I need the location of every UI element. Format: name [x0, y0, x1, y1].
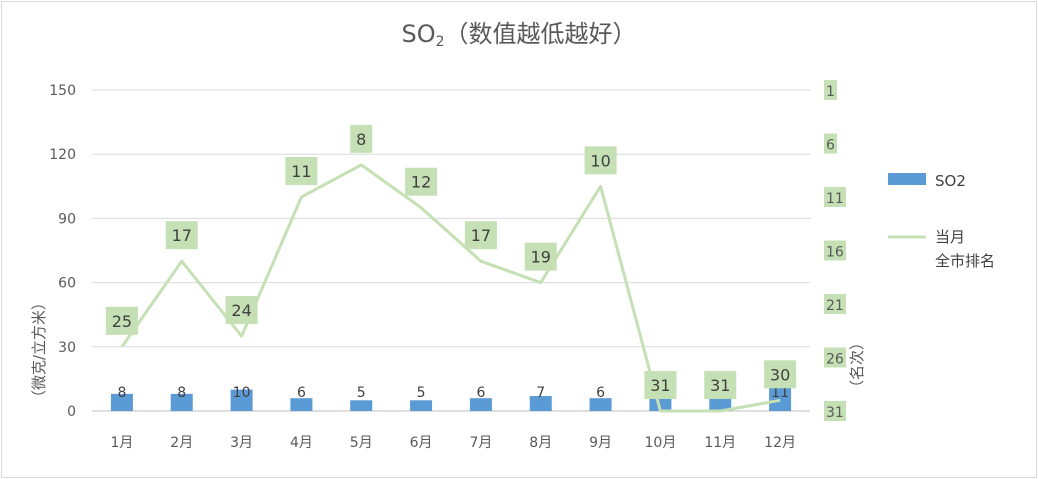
x-tick-label: 9月	[589, 435, 612, 451]
rank-label-box	[165, 221, 198, 250]
rank-data-label: 11	[291, 162, 311, 181]
bar-data-label: 11	[771, 385, 789, 401]
x-tick-label: 5月	[350, 435, 373, 451]
rank-data-label: 8	[356, 130, 366, 149]
rank-data-label: 12	[411, 173, 431, 192]
y2-tick-label: 21	[826, 298, 844, 314]
bar-data-label: 8	[177, 385, 186, 401]
y-tick-label: 60	[58, 276, 76, 292]
x-tick-label: 2月	[170, 435, 193, 451]
legend-label-so2: SO2	[935, 172, 966, 190]
rank-data-label: 31	[710, 376, 730, 395]
bar	[469, 398, 492, 411]
legend-swatch-bar	[888, 173, 926, 185]
y2-tick-label: 6	[826, 138, 835, 154]
y2-tick-box	[824, 240, 846, 261]
bar	[529, 396, 552, 411]
rank-label-box	[524, 242, 557, 271]
bar-data-label: 7	[536, 385, 545, 401]
y2-tick-label: 11	[826, 191, 844, 207]
legend-label-rank-line2: 全市排名	[935, 252, 995, 270]
bar-data-label: 5	[417, 385, 426, 401]
y2-tick-box	[824, 187, 846, 207]
rank-data-label: 31	[650, 376, 670, 395]
rank-data-label: 17	[471, 226, 491, 245]
rank-data-label: 17	[172, 226, 192, 245]
y-tick-label: 0	[67, 404, 76, 420]
y2-tick-label: 1	[826, 84, 835, 100]
legend-label-rank-line1: 当月	[935, 228, 965, 246]
rank-data-label: 10	[590, 151, 610, 170]
x-tick-label: 6月	[410, 435, 433, 451]
y2-tick-box	[824, 294, 846, 314]
rank-label-box	[350, 124, 373, 153]
y-axis-title: （微克/立方米）	[30, 295, 48, 405]
rank-label-box	[764, 360, 797, 389]
bar	[230, 389, 253, 411]
y-tick-label: 90	[58, 211, 76, 227]
bar-data-label: 6	[476, 385, 485, 401]
x-tick-label: 11月	[704, 435, 736, 451]
y2-tick-label: 16	[826, 245, 844, 261]
x-tick-label: 4月	[290, 435, 313, 451]
rank-label-box	[285, 157, 318, 185]
y-tick-label: 30	[58, 340, 76, 356]
bar	[769, 387, 792, 411]
x-tick-label: 10月	[645, 435, 677, 451]
y2-tick-label: 31	[826, 405, 844, 421]
bar	[589, 398, 612, 411]
x-tick-label: 7月	[469, 435, 492, 451]
x-tick-label: 3月	[230, 435, 253, 451]
bar-data-label: 8	[117, 385, 126, 401]
y2-tick-box	[824, 80, 837, 100]
y-tick-label: 120	[49, 147, 76, 163]
y2-tick-box	[824, 401, 846, 421]
rank-label-box	[584, 146, 617, 175]
bar	[350, 400, 373, 411]
y2-tick-box	[824, 347, 846, 368]
bar-data-label: 6	[596, 385, 605, 401]
x-tick-label: 1月	[110, 435, 133, 451]
rank-data-label: 30	[770, 365, 790, 384]
rank-data-label: 25	[112, 312, 132, 331]
chart-title: SO2（数值越低越好）	[401, 20, 637, 50]
rank-data-label: 24	[231, 301, 251, 320]
rank-label-box	[464, 221, 497, 250]
bar	[170, 393, 193, 411]
rank-line	[120, 163, 781, 413]
bar	[110, 393, 133, 411]
x-tick-label: 8月	[529, 435, 552, 451]
rank-data-label: 19	[531, 248, 551, 267]
y2-tick-box	[824, 133, 837, 154]
bar-data-label: 5	[357, 385, 366, 401]
rank-label-box	[704, 371, 737, 399]
y2-axis-title: （名次）	[848, 335, 866, 395]
bar-data-label: 6	[297, 385, 306, 401]
bar	[290, 398, 313, 411]
rank-label-box	[644, 371, 677, 399]
rank-label-box	[225, 296, 258, 325]
bar	[410, 400, 433, 411]
rank-label-box	[105, 306, 138, 335]
y2-tick-label: 26	[826, 352, 844, 368]
y-tick-label: 150	[49, 83, 76, 99]
bar-data-label: 10	[233, 385, 251, 401]
rank-label-box	[405, 167, 438, 196]
x-tick-label: 12月	[764, 435, 796, 451]
